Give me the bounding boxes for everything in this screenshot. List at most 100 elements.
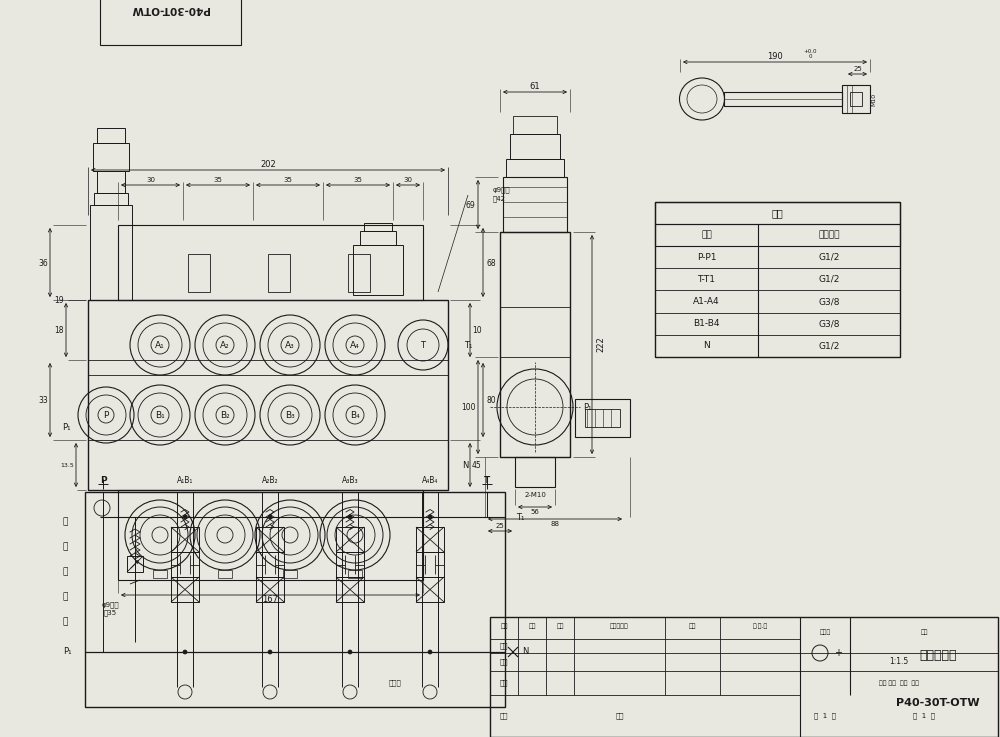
Text: 年.月.日: 年.月.日 [752,624,768,629]
Circle shape [348,515,352,519]
Text: G3/8: G3/8 [818,319,840,328]
Text: 理: 理 [62,593,68,601]
Text: 版本号: 版本号 [819,630,831,635]
Bar [842,85,870,113]
Text: +: + [834,648,842,658]
Text: 25: 25 [854,66,862,72]
Bar [256,552,284,577]
Circle shape [348,650,352,654]
Text: B1-B4: B1-B4 [693,319,720,328]
Bar [336,552,364,577]
Text: 图: 图 [62,618,68,626]
Text: P: P [103,411,109,419]
Text: 类型: 类型 [920,630,928,635]
Bar [283,570,297,578]
Bar [655,224,900,246]
Text: G1/2: G1/2 [818,253,840,262]
Text: 螺纹规格: 螺纹规格 [818,231,840,240]
Text: T: T [420,340,426,349]
Text: 202: 202 [260,159,276,169]
Bar [364,223,392,231]
Text: G3/8: G3/8 [818,297,840,306]
Bar [416,527,444,552]
Text: 静良 标记  重量  比例: 静良 标记 重量 比例 [879,680,919,686]
Bar [336,527,364,552]
Circle shape [428,515,432,519]
Bar [348,570,362,578]
Text: 1:1.5: 1:1.5 [889,657,909,666]
Text: 分区: 分区 [556,624,564,629]
Text: P₁: P₁ [583,402,591,411]
Text: 36: 36 [38,259,48,268]
Text: φ9通孔: φ9通孔 [101,601,119,608]
Text: 阀体: 阀体 [772,208,783,218]
Text: 10: 10 [472,326,482,335]
Text: 数量: 数量 [528,624,536,629]
Text: 33: 33 [38,396,48,405]
Text: 222: 222 [596,337,606,352]
Text: M10: M10 [872,92,876,105]
Text: N: N [522,648,528,657]
Text: 56: 56 [531,509,539,515]
Text: φ9通孔: φ9通孔 [493,186,511,193]
Text: 高35: 高35 [103,609,117,616]
Text: 35: 35 [354,177,362,183]
Bar [336,577,364,602]
Text: 61: 61 [530,82,540,91]
Bar [348,254,370,292]
Text: N: N [462,461,468,469]
Text: P₁: P₁ [63,648,71,657]
Text: 0: 0 [808,54,812,58]
Text: P40-30T-OTW: P40-30T-OTW [896,699,980,708]
Text: 高42: 高42 [493,196,506,202]
Bar [724,92,842,106]
Text: 液: 液 [62,517,68,526]
Bar [90,205,132,300]
Bar [655,202,900,357]
Bar [513,116,557,134]
Text: A₃B₃: A₃B₃ [342,475,358,484]
Bar [85,492,505,707]
Bar [171,527,199,552]
Bar [256,577,284,602]
Text: A₁: A₁ [155,340,165,349]
Bar [506,159,564,177]
Bar [94,193,128,205]
Text: P-P1: P-P1 [697,253,716,262]
Text: 批准: 批准 [615,713,624,719]
Text: A₄: A₄ [350,340,360,349]
Bar [88,300,448,490]
Text: T₁: T₁ [516,512,524,522]
Bar [127,556,143,572]
Bar [416,552,444,577]
Text: 校对: 校对 [500,659,508,666]
Bar [500,232,570,457]
Text: 18: 18 [54,326,64,335]
Text: 80: 80 [486,396,496,405]
Text: 原: 原 [62,567,68,576]
Bar [97,128,125,143]
Text: 25: 25 [496,523,504,529]
Text: 第  1  张: 第 1 张 [913,713,935,719]
Circle shape [268,650,272,654]
Text: 签名: 签名 [689,624,696,629]
Text: 接口: 接口 [701,231,712,240]
Bar [268,254,290,292]
Text: T: T [484,475,490,484]
Text: A₁B₁: A₁B₁ [177,475,193,484]
Text: A1-A4: A1-A4 [693,297,720,306]
Text: 45: 45 [472,461,482,469]
Bar [118,225,423,300]
Text: A₂: A₂ [220,340,230,349]
Text: P: P [100,475,106,484]
Text: 88: 88 [550,521,560,527]
Text: 设计: 设计 [500,680,508,686]
Text: T-T1: T-T1 [697,275,715,284]
Text: A₂B₂: A₂B₂ [262,475,278,484]
Bar [655,202,900,224]
Bar [503,177,567,232]
Text: 标记: 标记 [500,624,508,629]
Bar [171,552,199,577]
Circle shape [183,515,187,519]
Bar [171,577,199,602]
